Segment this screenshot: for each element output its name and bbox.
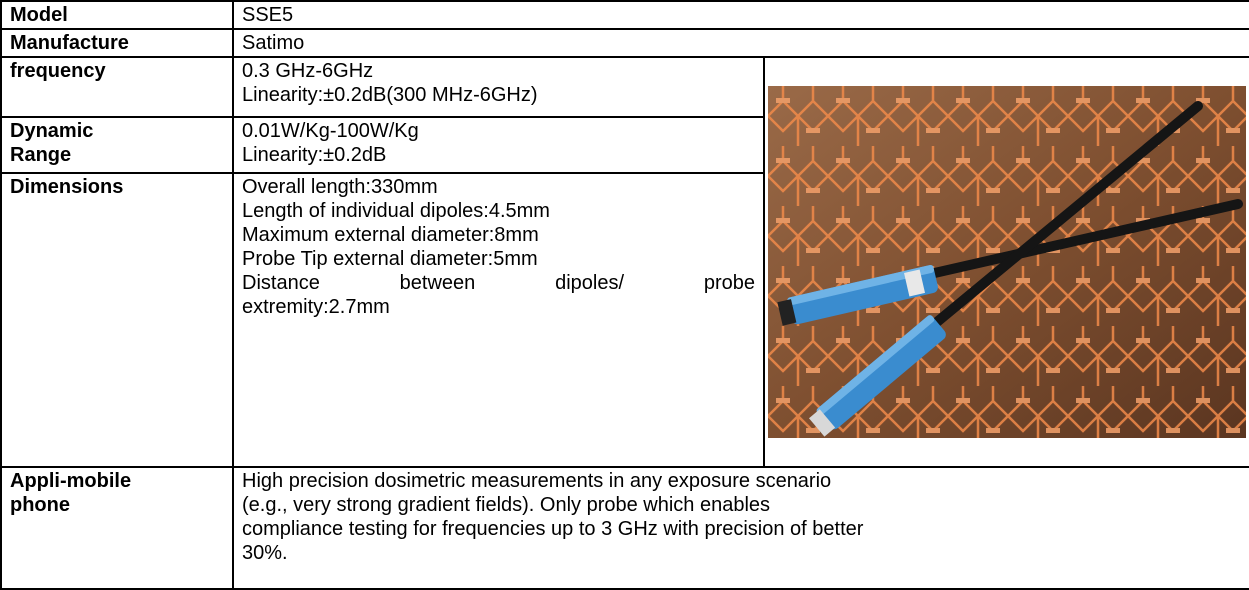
value: 0.01W/Kg-100W/Kg	[242, 119, 755, 143]
label: Dynamic	[10, 119, 224, 143]
label: phone	[10, 493, 224, 517]
value: extremity:2.7mm	[242, 295, 755, 319]
label: Range	[10, 143, 224, 167]
row: Appli-mobile phone High precision dosime…	[1, 467, 1249, 589]
row: frequency 0.3 GHz-6GHz Linearity:±0.2dB(…	[1, 57, 1249, 117]
value: 30%.	[242, 541, 1241, 565]
value-cell: Overall length:330mm Length of individua…	[233, 173, 764, 467]
label-cell: Model	[1, 1, 233, 29]
value: Satimo	[242, 31, 1241, 55]
value: Length of individual dipoles:4.5mm	[242, 199, 755, 223]
value: Probe Tip external diameter:5mm	[242, 247, 755, 271]
row: Model SSE5	[1, 1, 1249, 29]
label-cell: Appli-mobile phone	[1, 467, 233, 589]
value-cell: 0.01W/Kg-100W/Kg Linearity:±0.2dB	[233, 117, 764, 173]
label: frequency	[10, 59, 224, 83]
probe-photo	[768, 86, 1246, 438]
photo-cell	[764, 57, 1249, 467]
label: Manufacture	[10, 31, 224, 55]
label-cell: Dimensions	[1, 173, 233, 467]
label-cell: frequency	[1, 57, 233, 117]
label: Appli-mobile	[10, 469, 224, 493]
label-cell: Dynamic Range	[1, 117, 233, 173]
label: Model	[10, 3, 224, 27]
value-cell: High precision dosimetric measurements i…	[233, 467, 1249, 589]
value-cell: Satimo	[233, 29, 1249, 57]
value: SSE5	[242, 3, 1241, 27]
value: Linearity:±0.2dB	[242, 143, 755, 167]
value: compliance testing for frequencies up to…	[242, 517, 1241, 541]
value: Distance between dipoles/ probe	[242, 271, 755, 295]
row: Manufacture Satimo	[1, 29, 1249, 57]
label: Dimensions	[10, 175, 224, 199]
value: High precision dosimetric measurements i…	[242, 469, 1241, 493]
value: (e.g., very strong gradient fields). Onl…	[242, 493, 1241, 517]
value: Maximum external diameter:8mm	[242, 223, 755, 247]
value: Linearity:±0.2dB(300 MHz-6GHz)	[242, 83, 755, 107]
value-cell: SSE5	[233, 1, 1249, 29]
value: Overall length:330mm	[242, 175, 755, 199]
value: 0.3 GHz-6GHz	[242, 59, 755, 83]
label-cell: Manufacture	[1, 29, 233, 57]
page: Model SSE5 Manufacture Satimo frequency …	[0, 0, 1249, 588]
spec-table: Model SSE5 Manufacture Satimo frequency …	[0, 0, 1249, 590]
value-cell: 0.3 GHz-6GHz Linearity:±0.2dB(300 MHz-6G…	[233, 57, 764, 117]
